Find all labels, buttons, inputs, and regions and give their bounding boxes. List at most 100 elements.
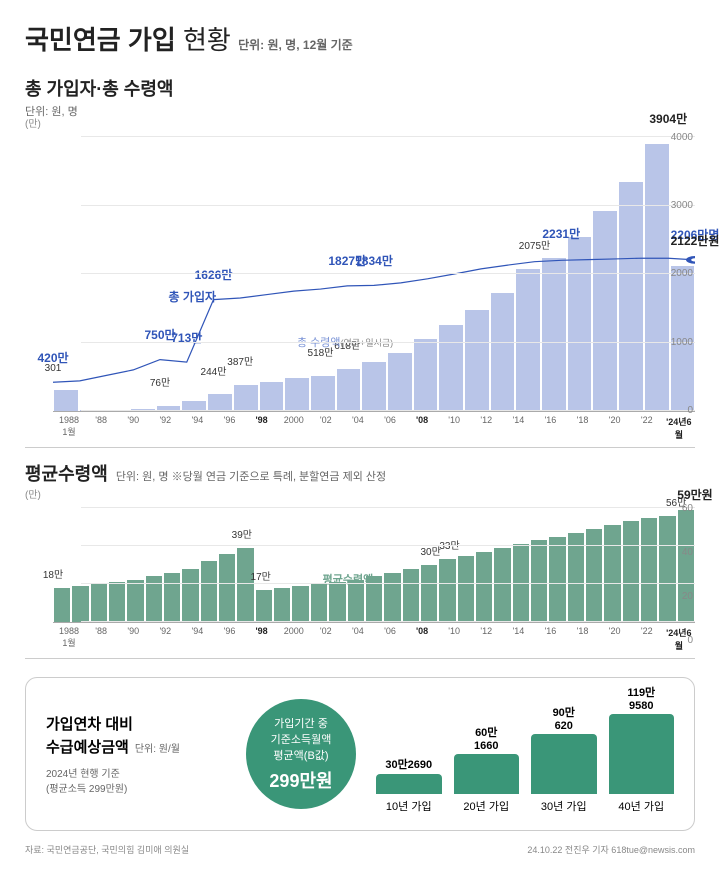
x-label: '90 xyxy=(117,415,149,437)
x-label: 19881월 xyxy=(53,415,85,437)
x-label: '98 xyxy=(246,626,278,648)
bottom-panel: 가입연차 대비 수급예상금액 단위: 원/월 2024년 현행 기준 (평균소득… xyxy=(25,677,695,831)
x-label: '92 xyxy=(149,415,181,437)
bar xyxy=(678,510,694,622)
bar xyxy=(593,211,617,411)
x-label: '08 xyxy=(406,415,438,437)
x-label: '16 xyxy=(534,626,566,648)
bar xyxy=(388,353,412,411)
bar xyxy=(439,325,463,411)
bar xyxy=(403,569,419,622)
chart2-title: 평균수령액 xyxy=(25,460,108,486)
x-label: '94 xyxy=(181,626,213,648)
x-label: '02 xyxy=(310,415,342,437)
mini-bars: 30만2690 10년 가입60만1660 20년 가입90만620 30년 가… xyxy=(376,694,674,814)
x-label: '94 xyxy=(181,415,213,437)
bar xyxy=(311,584,327,622)
x-label: '12 xyxy=(470,626,502,648)
x-label: '08 xyxy=(406,626,438,648)
x-label: '04 xyxy=(342,415,374,437)
legend-line: 총 가입자 xyxy=(169,288,217,305)
y-unit: (만) xyxy=(25,115,41,130)
bar xyxy=(623,521,639,622)
bar xyxy=(531,540,547,622)
bar xyxy=(285,378,309,411)
x-label: '98 xyxy=(246,415,278,437)
legend-bar: 평균수령액 xyxy=(323,571,374,587)
x-label: 2000 xyxy=(278,626,310,648)
y-unit: (만) xyxy=(25,486,41,501)
annotation: 18만 xyxy=(43,566,63,581)
mini-bar: 119만9580 40년 가입 xyxy=(609,684,675,814)
bar xyxy=(256,590,272,622)
bar xyxy=(182,569,198,622)
annotation: 39만 xyxy=(232,526,252,541)
bar xyxy=(127,580,143,622)
bar xyxy=(72,586,88,622)
chart1-title: 총 가입자·총 수령액 xyxy=(25,75,695,101)
footer-credit: 24.10.22 전진우 기자 618tue@newsis.com xyxy=(527,843,695,856)
annotation: 244만 xyxy=(201,363,227,378)
mini-bar: 30만2690 10년 가입 xyxy=(376,756,442,814)
bar xyxy=(329,582,345,622)
annotation: 2122만원 xyxy=(671,232,720,249)
x-label: '14 xyxy=(502,415,534,437)
annotation: 713만 xyxy=(171,329,202,346)
bar xyxy=(641,518,657,623)
annotation: 301 xyxy=(45,363,62,374)
bar xyxy=(421,565,437,622)
x-label: 19881월 xyxy=(53,626,85,648)
x-label: '96 xyxy=(213,415,245,437)
bar xyxy=(164,573,180,622)
bar xyxy=(91,584,107,622)
bar xyxy=(337,369,361,411)
bar xyxy=(109,582,125,622)
bar xyxy=(260,382,284,411)
x-label: '10 xyxy=(438,626,470,648)
main-unit: 단위: 원, 명, 12월 기준 xyxy=(238,38,353,52)
bottom-title-2: 수급예상금액 xyxy=(46,736,129,757)
annotation: 387만 xyxy=(227,353,253,368)
bottom-title-1: 가입연차 대비 xyxy=(46,713,226,734)
x-label: '06 xyxy=(374,415,406,437)
footer: 자료: 국민연금공단, 국민의힘 김미애 의원실 24.10.22 전진우 기자… xyxy=(25,843,695,856)
bar xyxy=(208,394,232,411)
bar xyxy=(219,554,235,622)
main-title: 국민연금 가입 현황 단위: 원, 명, 12월 기준 xyxy=(25,20,695,57)
x-label: '92 xyxy=(149,626,181,648)
bar xyxy=(659,516,675,622)
mini-bar: 60만1660 20년 가입 xyxy=(454,724,520,814)
bar xyxy=(458,556,474,623)
x-label: '02 xyxy=(310,626,342,648)
bar xyxy=(549,537,565,623)
bar xyxy=(362,362,386,411)
bottom-note-2: (평균소득 299만원) xyxy=(46,780,226,795)
chart2-unit: 단위: 원, 명 ※당월 연금 기준으로 특례, 분할연금 제외 산정 xyxy=(116,468,386,484)
bar xyxy=(234,385,258,412)
bar xyxy=(494,548,510,622)
bar xyxy=(491,293,515,411)
chart1-unit: 단위: 원, 명 xyxy=(25,103,695,119)
circle-badge: 가입기간 중 기준소득월액 평균액(B값) 299만원 xyxy=(246,699,356,809)
bar xyxy=(465,310,489,411)
x-label: '88 xyxy=(85,626,117,648)
bar xyxy=(586,529,602,622)
x-label: '20 xyxy=(599,626,631,648)
bar xyxy=(237,548,253,622)
x-label: '90 xyxy=(117,626,149,648)
bar xyxy=(201,561,217,622)
x-label: '24년6월 xyxy=(663,415,695,437)
bar xyxy=(274,588,290,622)
x-label: '12 xyxy=(470,415,502,437)
bottom-unit: 단위: 원/월 xyxy=(135,740,180,755)
annotation: 59만원 xyxy=(677,486,712,503)
x-label: '06 xyxy=(374,626,406,648)
x-label: '22 xyxy=(631,626,663,648)
x-label: '96 xyxy=(213,626,245,648)
x-label: '04 xyxy=(342,626,374,648)
x-label: '22 xyxy=(631,415,663,437)
annotation: 3904만 xyxy=(649,110,687,127)
bar xyxy=(542,258,566,411)
x-label: '16 xyxy=(534,415,566,437)
annotation: 76만 xyxy=(150,374,170,389)
